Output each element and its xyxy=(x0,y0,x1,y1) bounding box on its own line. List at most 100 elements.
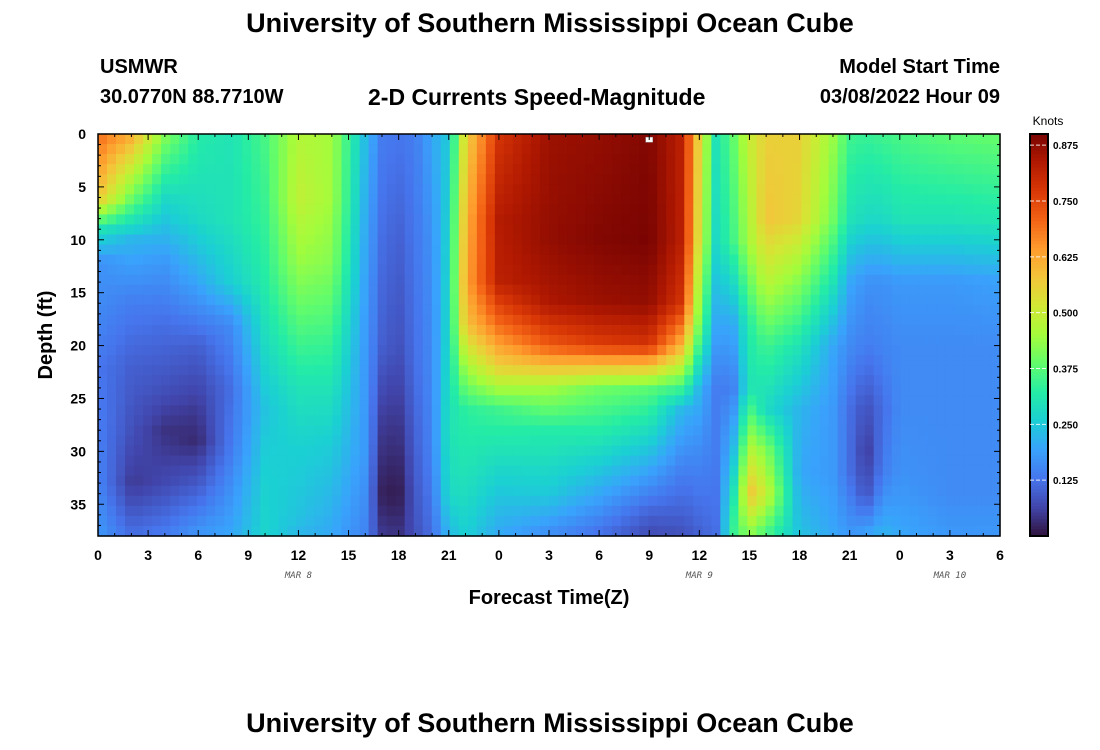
heatmap-cell xyxy=(756,385,767,396)
heatmap-cell xyxy=(900,324,911,336)
heatmap-cell xyxy=(242,304,252,316)
heatmap-cell xyxy=(134,314,144,326)
heatmap-cell xyxy=(530,495,541,507)
heatmap-cell xyxy=(323,435,334,447)
heatmap-cell xyxy=(287,314,298,326)
heatmap-cell xyxy=(792,355,803,366)
heatmap-cell xyxy=(485,184,496,195)
heatmap-cell xyxy=(648,174,658,185)
heatmap-cell xyxy=(260,274,270,286)
heatmap-cell xyxy=(783,214,794,226)
heatmap-cell xyxy=(170,144,180,155)
heatmap-cell xyxy=(738,304,749,316)
heatmap-cell xyxy=(512,375,523,386)
heatmap-cell xyxy=(305,224,316,236)
heatmap-cell xyxy=(278,385,289,396)
heatmap-cell xyxy=(594,455,604,467)
heatmap-cell xyxy=(350,465,361,477)
heatmap-cell xyxy=(603,154,613,165)
heatmap-cell xyxy=(666,345,676,356)
heatmap-cell xyxy=(98,324,108,336)
heatmap-cell xyxy=(954,455,965,467)
heatmap-cell xyxy=(819,134,830,145)
heatmap-cell xyxy=(476,164,487,175)
heatmap-cell xyxy=(558,234,568,246)
heatmap-cell xyxy=(332,224,343,236)
heatmap-cell xyxy=(612,194,622,205)
heatmap-cell xyxy=(693,184,703,195)
heatmap-cell xyxy=(657,365,667,376)
heatmap-cell xyxy=(242,294,252,306)
heatmap-cell xyxy=(909,154,920,165)
heatmap-cell xyxy=(819,415,830,427)
x-axis-title: Forecast Time(Z) xyxy=(469,587,630,609)
heatmap-cell xyxy=(711,485,721,497)
heatmap-cell xyxy=(900,214,911,226)
heatmap-cell xyxy=(467,244,478,256)
heatmap-cell xyxy=(125,455,135,467)
heatmap-cell xyxy=(909,355,920,366)
heatmap-cell xyxy=(170,465,180,477)
heatmap-cell xyxy=(386,515,397,527)
heatmap-cell xyxy=(981,495,992,507)
heatmap-cell xyxy=(873,324,884,336)
heatmap-cell xyxy=(774,435,785,447)
heatmap-cell xyxy=(774,455,785,467)
heatmap-cell xyxy=(188,355,198,366)
heatmap-cell xyxy=(170,415,180,427)
heatmap-cell xyxy=(224,204,234,215)
heatmap-cell xyxy=(747,485,758,497)
heatmap-cell xyxy=(900,415,911,427)
heatmap-cell xyxy=(503,405,514,416)
heatmap-cell xyxy=(368,415,379,427)
heatmap-cell xyxy=(648,134,658,145)
heatmap-cell xyxy=(350,475,361,487)
heatmap-cell xyxy=(296,214,307,226)
heatmap-cell xyxy=(747,304,758,316)
heatmap-cell xyxy=(621,525,631,537)
heatmap-cell xyxy=(621,475,631,487)
heatmap-cell xyxy=(332,304,343,316)
heatmap-cell xyxy=(152,234,162,246)
heatmap-cell xyxy=(386,445,397,457)
heatmap-cell xyxy=(440,164,451,175)
heatmap-cell xyxy=(792,505,803,517)
heatmap-cell xyxy=(729,144,740,155)
heatmap-cell xyxy=(251,184,261,195)
heatmap-cell xyxy=(846,174,857,185)
heatmap-cell xyxy=(747,274,758,286)
heatmap-cell xyxy=(972,475,983,487)
heatmap-cell xyxy=(837,314,848,326)
heatmap-cell xyxy=(413,465,424,477)
heatmap-cell xyxy=(936,324,947,336)
heatmap-cell xyxy=(350,314,361,326)
heatmap-cell xyxy=(251,445,261,457)
heatmap-cell xyxy=(855,405,866,416)
heatmap-cell xyxy=(648,304,658,316)
heatmap-cell xyxy=(467,314,478,326)
heatmap-cell xyxy=(377,515,388,527)
heatmap-cell xyxy=(386,194,397,205)
heatmap-cell xyxy=(413,475,424,487)
colorbar-swatch xyxy=(1030,257,1048,262)
heatmap-cell xyxy=(927,385,938,396)
heatmap-cell xyxy=(603,174,613,185)
heatmap-cell xyxy=(287,174,298,185)
heatmap-cell xyxy=(449,314,460,326)
heatmap-cell xyxy=(621,174,631,185)
heatmap-cell xyxy=(837,184,848,195)
heatmap-cell xyxy=(107,345,117,356)
heatmap-cell xyxy=(287,395,298,406)
heatmap-cell xyxy=(630,495,640,507)
heatmap-cell xyxy=(963,154,974,165)
heatmap-cell xyxy=(314,375,325,386)
heatmap-cell xyxy=(954,234,965,246)
heatmap-cell xyxy=(594,164,604,175)
heatmap-cell xyxy=(152,485,162,497)
heatmap-cell xyxy=(657,224,667,236)
heatmap-cell xyxy=(864,144,875,155)
heatmap-cell xyxy=(179,455,189,467)
heatmap-cell xyxy=(972,174,983,185)
heatmap-cell xyxy=(774,355,785,366)
heatmap-cell xyxy=(594,355,604,366)
